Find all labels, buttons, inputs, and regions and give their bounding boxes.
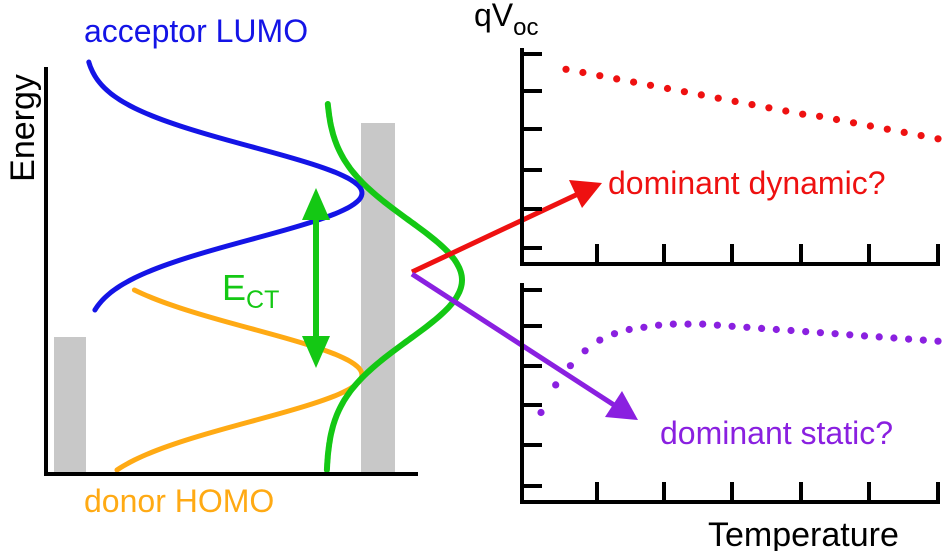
trend-dot <box>713 321 722 329</box>
trend-dot <box>772 325 780 334</box>
trend-dot <box>890 334 898 342</box>
trend-dot <box>849 119 858 127</box>
trend-dot <box>934 337 942 345</box>
trend-dot <box>684 320 692 328</box>
ect-double-arrow <box>302 188 330 368</box>
trend-dot <box>832 115 841 124</box>
trend-dot <box>613 75 621 83</box>
trend-dot <box>581 347 589 355</box>
trend-dot <box>748 101 756 109</box>
trend-dot <box>758 324 766 332</box>
qvoc-axis-label: qVoc <box>474 0 539 41</box>
trend-dot <box>596 72 604 80</box>
ect-label: ECT <box>222 267 279 314</box>
trend-dot <box>787 326 795 335</box>
trend-dot <box>917 132 925 140</box>
bottom-axis-ticks <box>522 288 940 502</box>
trend-dot <box>900 128 908 136</box>
trend-dot <box>697 91 705 99</box>
dynamic-arrow <box>410 180 602 275</box>
trend-dot <box>663 84 672 93</box>
static-arrow <box>410 271 638 420</box>
top-axis-ticks <box>522 52 940 264</box>
trend-dot <box>552 381 560 389</box>
trend-dot <box>714 94 722 102</box>
trend-dot <box>566 362 575 370</box>
trend-dot <box>640 323 648 331</box>
trend-dot <box>765 104 773 112</box>
acceptor-lumo-label: acceptor LUMO <box>84 13 308 49</box>
trend-dot <box>883 125 891 133</box>
trend-dot <box>905 335 913 343</box>
acceptor-lumo-curve <box>86 59 365 313</box>
dominant-static-label: dominant static? <box>660 415 893 451</box>
dominant-dynamic-label: dominant dynamic? <box>608 165 885 201</box>
trend-dot <box>934 135 942 143</box>
trend-dot <box>680 88 689 96</box>
donor-homo-label: donor HOMO <box>84 483 274 519</box>
trend-dot <box>562 65 570 73</box>
trend-dot <box>655 321 663 329</box>
trend-dot <box>846 331 854 339</box>
trend-dot <box>731 97 739 105</box>
temperature-axis-label: Temperature <box>708 516 899 551</box>
left-energy-panel: Energy acceptor LUMO donor HOMO ECT <box>4 13 466 519</box>
trend-dot <box>802 328 810 336</box>
trend-dot <box>537 408 545 417</box>
trend-dot <box>831 330 839 338</box>
trend-dot <box>919 336 927 344</box>
trend-dot <box>743 323 751 331</box>
trend-dot <box>728 322 736 330</box>
trend-dot <box>579 68 587 77</box>
ct-state-curve <box>323 101 466 473</box>
bottom-static-trend <box>537 320 942 417</box>
ct-density-bar <box>361 123 395 472</box>
trend-dot <box>669 320 677 328</box>
top-voc-panel: dominant dynamic? <box>520 48 942 266</box>
bottom-voc-panel: dominant static? <box>520 283 942 504</box>
trend-dot <box>816 112 824 120</box>
trend-dot <box>630 78 638 86</box>
top-dynamic-trend <box>562 65 942 143</box>
trend-dot <box>875 333 883 341</box>
donor-homo-curve <box>114 287 365 473</box>
trend-dot <box>782 107 790 115</box>
trend-dot <box>646 81 655 89</box>
trend-dot <box>860 332 869 340</box>
trend-dot <box>625 325 633 334</box>
energy-axis-label: Energy <box>4 74 42 182</box>
trend-dot <box>610 330 619 338</box>
trend-dot <box>816 329 825 337</box>
trend-dot <box>699 320 707 328</box>
trend-dot <box>866 122 875 130</box>
trend-dot <box>799 110 807 118</box>
donor-density-bar <box>54 337 86 472</box>
trend-dot <box>596 336 604 344</box>
